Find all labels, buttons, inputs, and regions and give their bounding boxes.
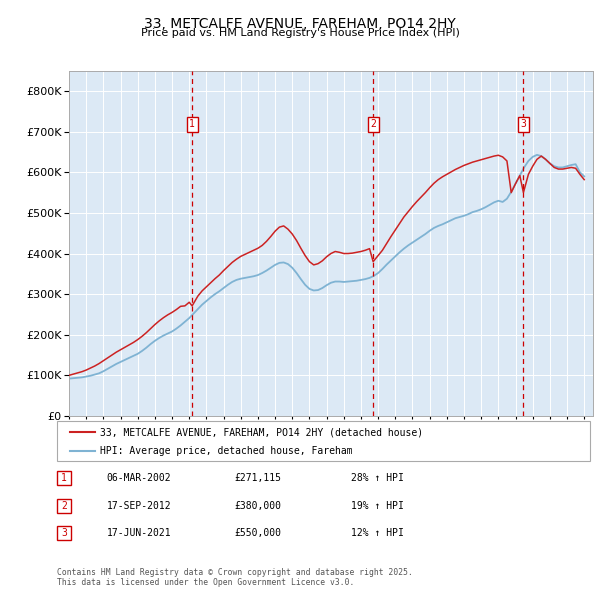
- Text: 2: 2: [61, 501, 67, 510]
- Text: Contains HM Land Registry data © Crown copyright and database right 2025.
This d: Contains HM Land Registry data © Crown c…: [57, 568, 413, 587]
- Text: £380,000: £380,000: [234, 501, 281, 510]
- Text: 1: 1: [61, 473, 67, 483]
- Text: 33, METCALFE AVENUE, FAREHAM, PO14 2HY (detached house): 33, METCALFE AVENUE, FAREHAM, PO14 2HY (…: [100, 427, 424, 437]
- Text: 19% ↑ HPI: 19% ↑ HPI: [351, 501, 404, 510]
- Text: 2: 2: [370, 119, 376, 129]
- Text: £271,115: £271,115: [234, 473, 281, 483]
- Text: £550,000: £550,000: [234, 529, 281, 538]
- Text: 33, METCALFE AVENUE, FAREHAM, PO14 2HY: 33, METCALFE AVENUE, FAREHAM, PO14 2HY: [144, 17, 456, 31]
- Text: 1: 1: [189, 119, 195, 129]
- Text: 06-MAR-2002: 06-MAR-2002: [107, 473, 172, 483]
- Text: 3: 3: [61, 529, 67, 538]
- Text: 17-SEP-2012: 17-SEP-2012: [107, 501, 172, 510]
- Text: 3: 3: [520, 119, 526, 129]
- Text: HPI: Average price, detached house, Fareham: HPI: Average price, detached house, Fare…: [100, 445, 353, 455]
- Text: Price paid vs. HM Land Registry's House Price Index (HPI): Price paid vs. HM Land Registry's House …: [140, 28, 460, 38]
- Text: 28% ↑ HPI: 28% ↑ HPI: [351, 473, 404, 483]
- Text: 17-JUN-2021: 17-JUN-2021: [107, 529, 172, 538]
- Text: 12% ↑ HPI: 12% ↑ HPI: [351, 529, 404, 538]
